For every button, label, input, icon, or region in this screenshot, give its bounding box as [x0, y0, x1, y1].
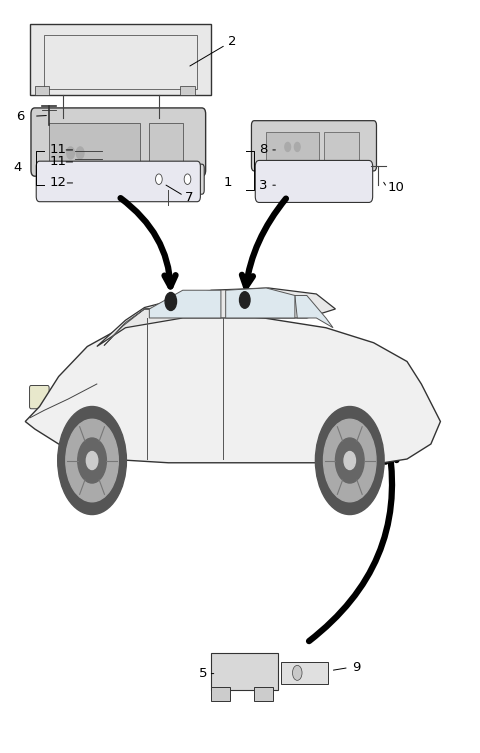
- Bar: [266, 132, 319, 162]
- FancyBboxPatch shape: [30, 386, 49, 409]
- Text: 11: 11: [49, 143, 66, 157]
- Circle shape: [315, 407, 384, 514]
- Circle shape: [156, 174, 162, 184]
- Circle shape: [78, 438, 107, 483]
- Bar: [149, 123, 183, 164]
- Polygon shape: [97, 288, 336, 346]
- Circle shape: [285, 142, 290, 151]
- Circle shape: [58, 407, 126, 514]
- Bar: [393, 425, 421, 441]
- Circle shape: [324, 419, 376, 501]
- Text: 7: 7: [185, 191, 193, 205]
- Text: 2: 2: [228, 35, 237, 48]
- Text: 9: 9: [352, 661, 360, 674]
- Circle shape: [165, 292, 177, 310]
- FancyBboxPatch shape: [142, 164, 204, 194]
- FancyBboxPatch shape: [255, 160, 372, 203]
- Circle shape: [76, 147, 84, 159]
- Bar: [30, 24, 211, 95]
- Polygon shape: [295, 295, 333, 328]
- Bar: [281, 662, 328, 684]
- Text: 4: 4: [13, 161, 22, 175]
- Text: 1: 1: [223, 176, 232, 190]
- FancyBboxPatch shape: [36, 161, 200, 202]
- Circle shape: [292, 666, 302, 681]
- Bar: [49, 123, 140, 164]
- Bar: [180, 86, 195, 95]
- Bar: [211, 687, 230, 700]
- Polygon shape: [104, 309, 183, 346]
- Circle shape: [336, 438, 364, 483]
- FancyBboxPatch shape: [252, 120, 376, 171]
- Polygon shape: [25, 312, 441, 463]
- Bar: [44, 35, 197, 89]
- Circle shape: [240, 291, 250, 308]
- Text: 6: 6: [16, 110, 24, 123]
- Bar: [409, 414, 421, 441]
- Polygon shape: [149, 290, 221, 318]
- Text: 3: 3: [259, 178, 267, 192]
- Bar: [35, 86, 49, 95]
- Circle shape: [294, 142, 300, 151]
- Text: 11: 11: [49, 155, 66, 169]
- Circle shape: [67, 147, 74, 159]
- Bar: [254, 687, 274, 700]
- Bar: [245, 393, 257, 399]
- Circle shape: [66, 419, 118, 501]
- Text: 10: 10: [388, 181, 405, 194]
- Text: 8: 8: [259, 143, 267, 157]
- FancyBboxPatch shape: [31, 108, 205, 176]
- Circle shape: [184, 174, 191, 184]
- Text: 5: 5: [199, 667, 208, 680]
- Circle shape: [86, 452, 98, 470]
- Bar: [168, 393, 180, 399]
- Circle shape: [344, 452, 356, 470]
- Polygon shape: [226, 288, 295, 318]
- Text: 12: 12: [49, 176, 66, 190]
- Bar: [211, 653, 278, 690]
- Bar: [324, 132, 360, 162]
